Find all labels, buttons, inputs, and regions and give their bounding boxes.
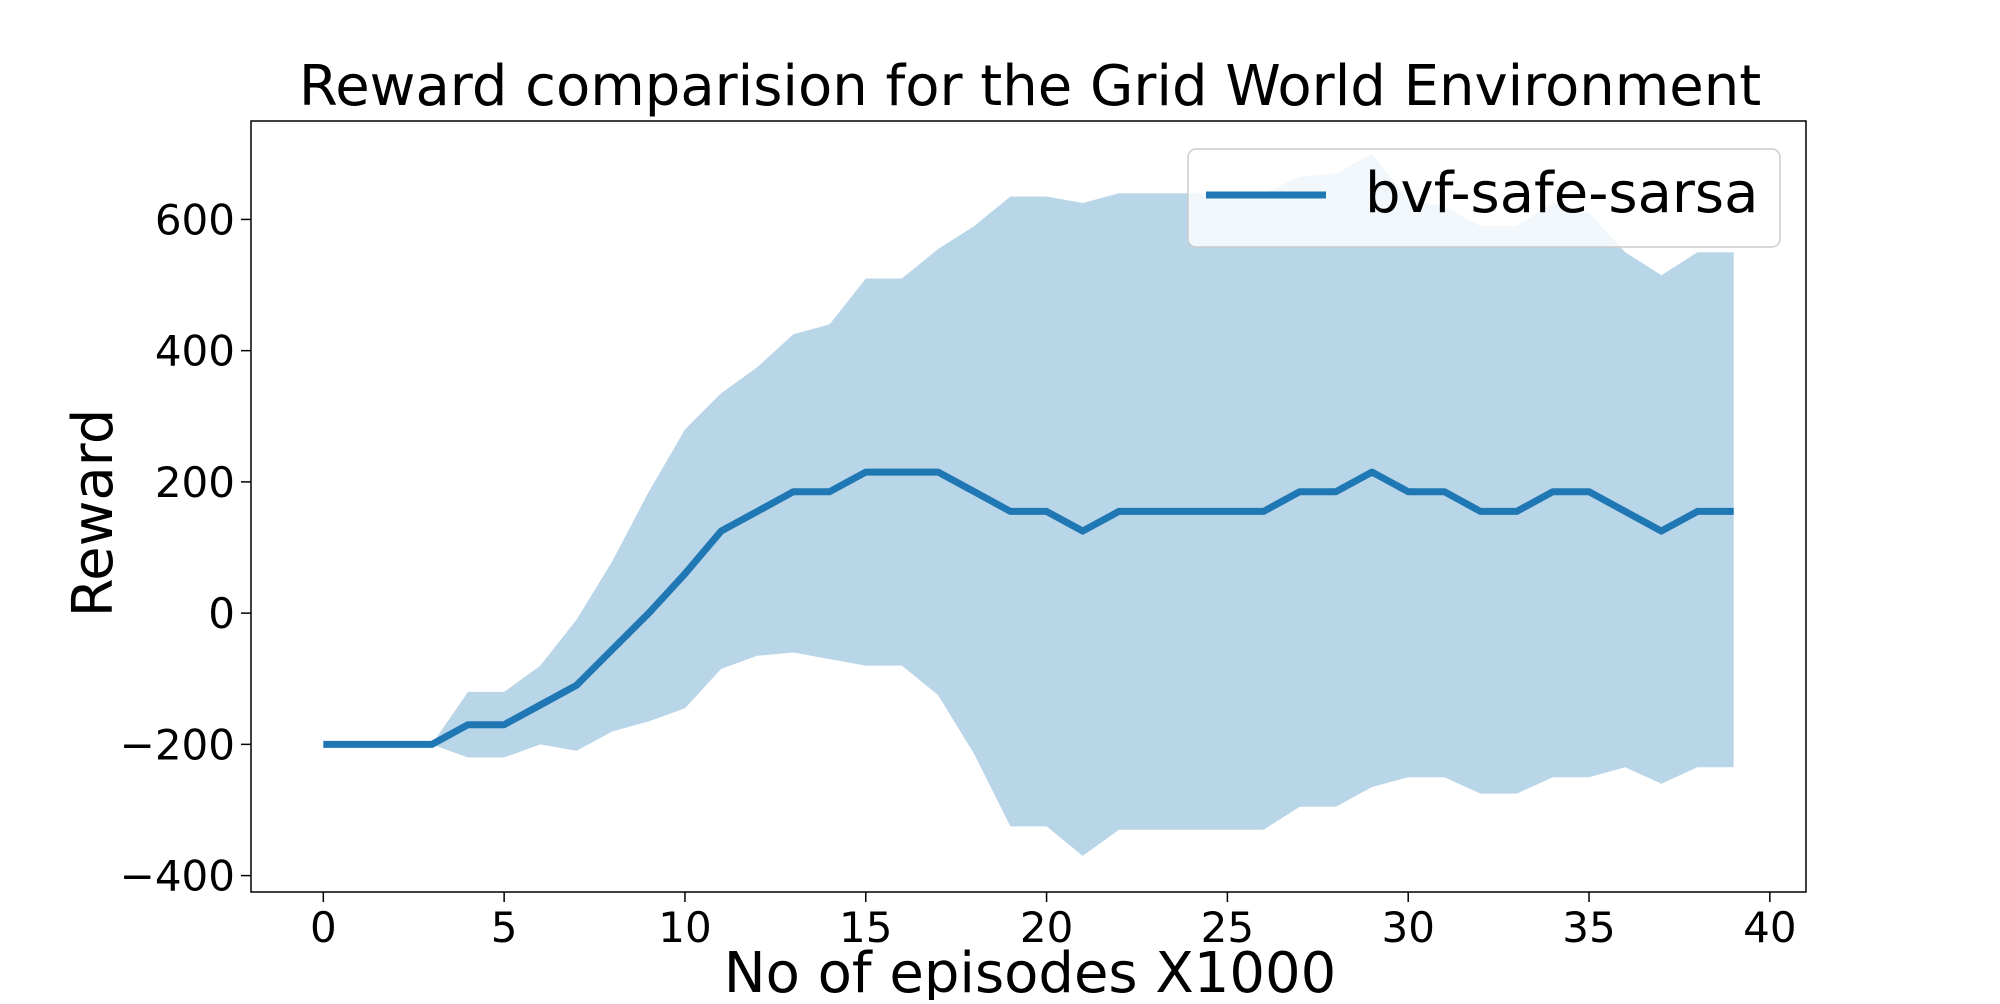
y-tick-label: 600 [155,195,235,244]
x-tick-label: 10 [658,903,711,952]
x-tick-label: 40 [1743,903,1796,952]
legend: bvf-safe-sarsa [1187,148,1781,248]
x-axis-label: No of episodes X1000 [724,941,1337,1000]
plot-frame [250,120,1807,893]
x-tick-label: 30 [1381,903,1434,952]
x-tick-label: 35 [1562,903,1615,952]
x-tick-label: 25 [1201,903,1254,952]
y-axis: −400 −200 0 200 400 600 [120,195,251,901]
y-axis-label: Reward [61,409,126,618]
legend-label-bvf-safe-sarsa: bvf-safe-sarsa [1365,161,1758,226]
x-tick-label: 0 [310,903,337,952]
confidence-band-bvf-safe-sarsa [323,153,1734,856]
x-axis: 0 5 10 15 20 25 30 35 40 [310,892,1797,952]
x-tick-label: 5 [491,903,518,952]
y-tick-label: 200 [155,458,235,507]
y-tick-label: −200 [120,720,235,769]
plot-area [323,153,1734,856]
y-tick-label: 0 [208,589,235,638]
x-tick-label: 20 [1020,903,1073,952]
series-line-bvf-safe-sarsa [323,468,1734,748]
chart-title: Reward comparision for the Grid World En… [299,54,1761,119]
y-tick-label: 400 [155,327,235,376]
y-tick-label: −400 [120,852,235,901]
x-tick-label: 15 [839,903,892,952]
legend-box [1187,148,1781,248]
